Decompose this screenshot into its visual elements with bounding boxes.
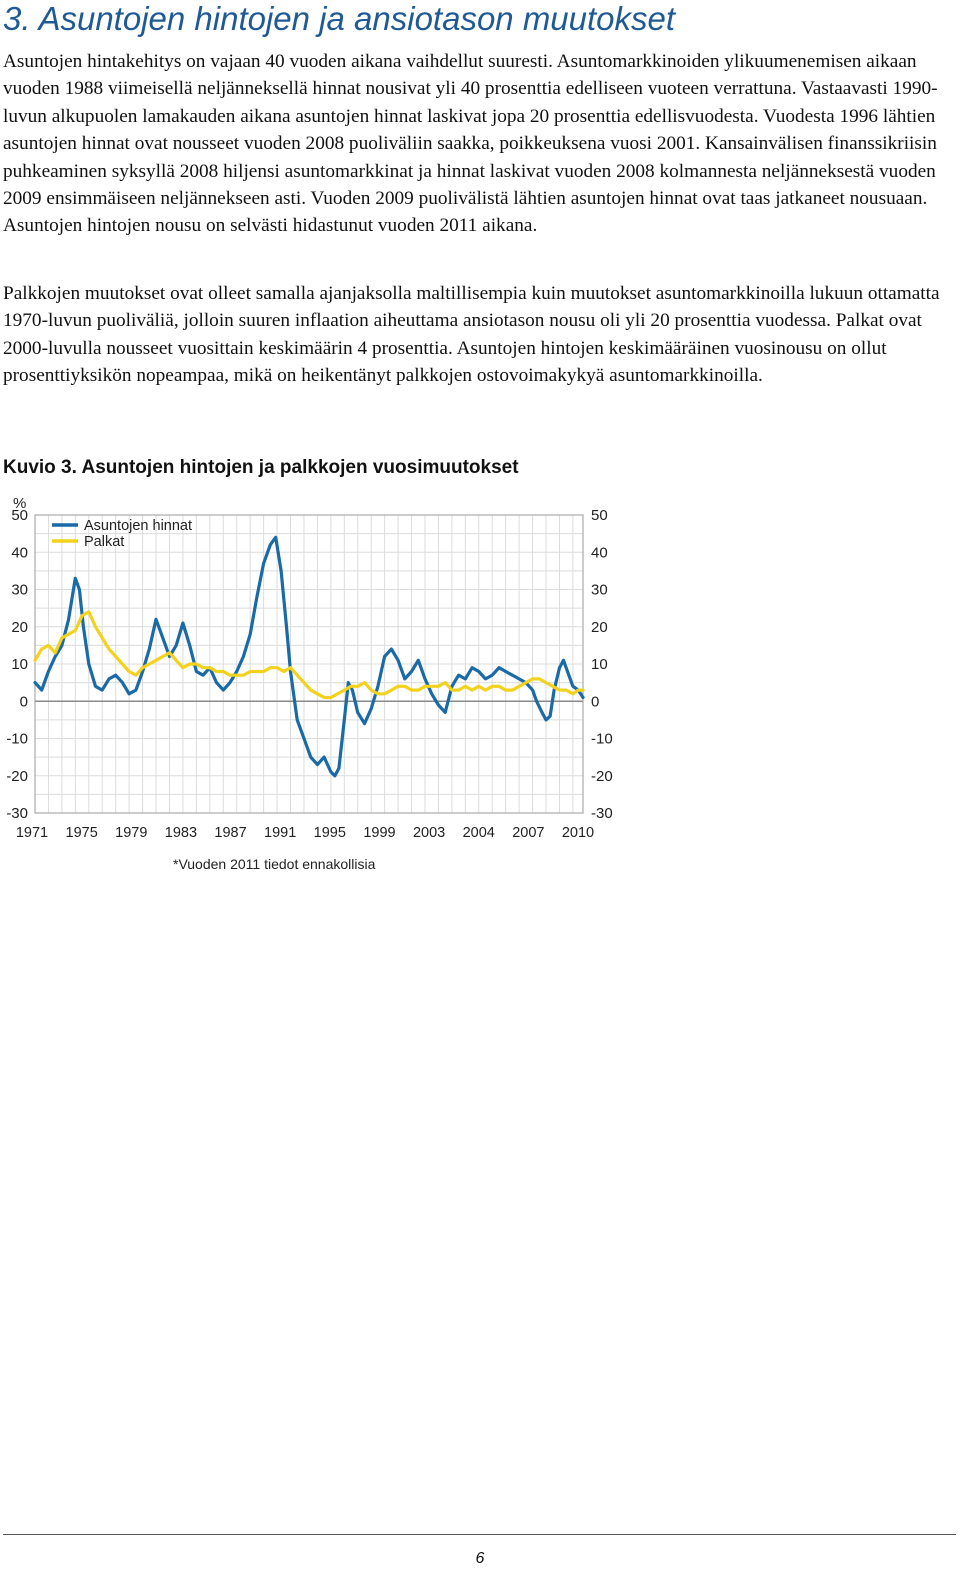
series-line-asuntojen-hinnat [33, 535, 585, 778]
chart-footnote: *Vuoden 2011 tiedot ennakollisia [173, 856, 376, 872]
chart-series [33, 535, 585, 778]
x-tick-label: 2010 [562, 825, 594, 841]
y-tick-label-left: 30 [11, 582, 28, 599]
body-paragraph: Asuntojen hintakehitys on vajaan 40 vuod… [3, 51, 938, 237]
footer-rule [3, 1534, 956, 1535]
body-paragraph: Palkkojen muutokset ovat olleet samalla … [3, 283, 940, 387]
x-tick-label: 2003 [413, 825, 445, 841]
x-tick-label: 1975 [66, 825, 98, 841]
page-number: 6 [475, 1550, 485, 1567]
y-tick-label-left: -30 [6, 805, 28, 822]
x-tick-label: 2004 [463, 825, 495, 841]
y-tick-label-right: 30 [591, 582, 608, 599]
legend-label: Asuntojen hinnat [84, 518, 192, 534]
y-tick-label-left: 0 [20, 693, 28, 710]
y-tick-label-left: 40 [11, 544, 28, 561]
figure-caption: Kuvio 3. Asuntojen hintojen ja palkkojen… [3, 457, 519, 479]
y-tick-label-right: 10 [591, 656, 608, 673]
x-tick-label: 1999 [363, 825, 395, 841]
plot-frame [34, 514, 584, 814]
y-tick-label-right: 50 [591, 507, 608, 524]
chart-grid [34, 514, 583, 814]
figure-caption-text: Asuntojen hintojen ja palkkojen vuosimuu… [81, 457, 519, 478]
figure-caption-prefix: Kuvio 3. [3, 457, 77, 478]
y-tick-label-left: 20 [11, 619, 28, 636]
x-tick-label: 1983 [165, 825, 197, 841]
y-tick-label-right: -20 [591, 768, 613, 785]
y-axis-unit: % [13, 495, 26, 512]
x-tick-label: 1995 [314, 825, 346, 841]
x-tick-label: 1987 [214, 825, 246, 841]
series-line-palkat [33, 610, 585, 700]
x-tick-label: 2007 [512, 825, 544, 841]
x-tick-label: 1979 [115, 825, 147, 841]
y-tick-label-right: -10 [591, 731, 613, 748]
y-tick-label-left: -20 [6, 768, 28, 785]
y-tick-label-left: 50 [11, 507, 28, 524]
y-tick-label-left: 10 [11, 656, 28, 673]
y-tick-label-right: 40 [591, 544, 608, 561]
y-tick-label-left: -10 [6, 731, 28, 748]
y-tick-label-right: 20 [591, 619, 608, 636]
x-tick-label: 1991 [264, 825, 296, 841]
x-tick-label: 1971 [16, 825, 48, 841]
section-heading: 3. Asuntojen hintojen ja ansiotason muut… [3, 0, 676, 37]
y-tick-label-right: -30 [591, 805, 613, 822]
y-tick-label-right: 0 [591, 693, 599, 710]
legend-label: Palkat [84, 534, 124, 550]
